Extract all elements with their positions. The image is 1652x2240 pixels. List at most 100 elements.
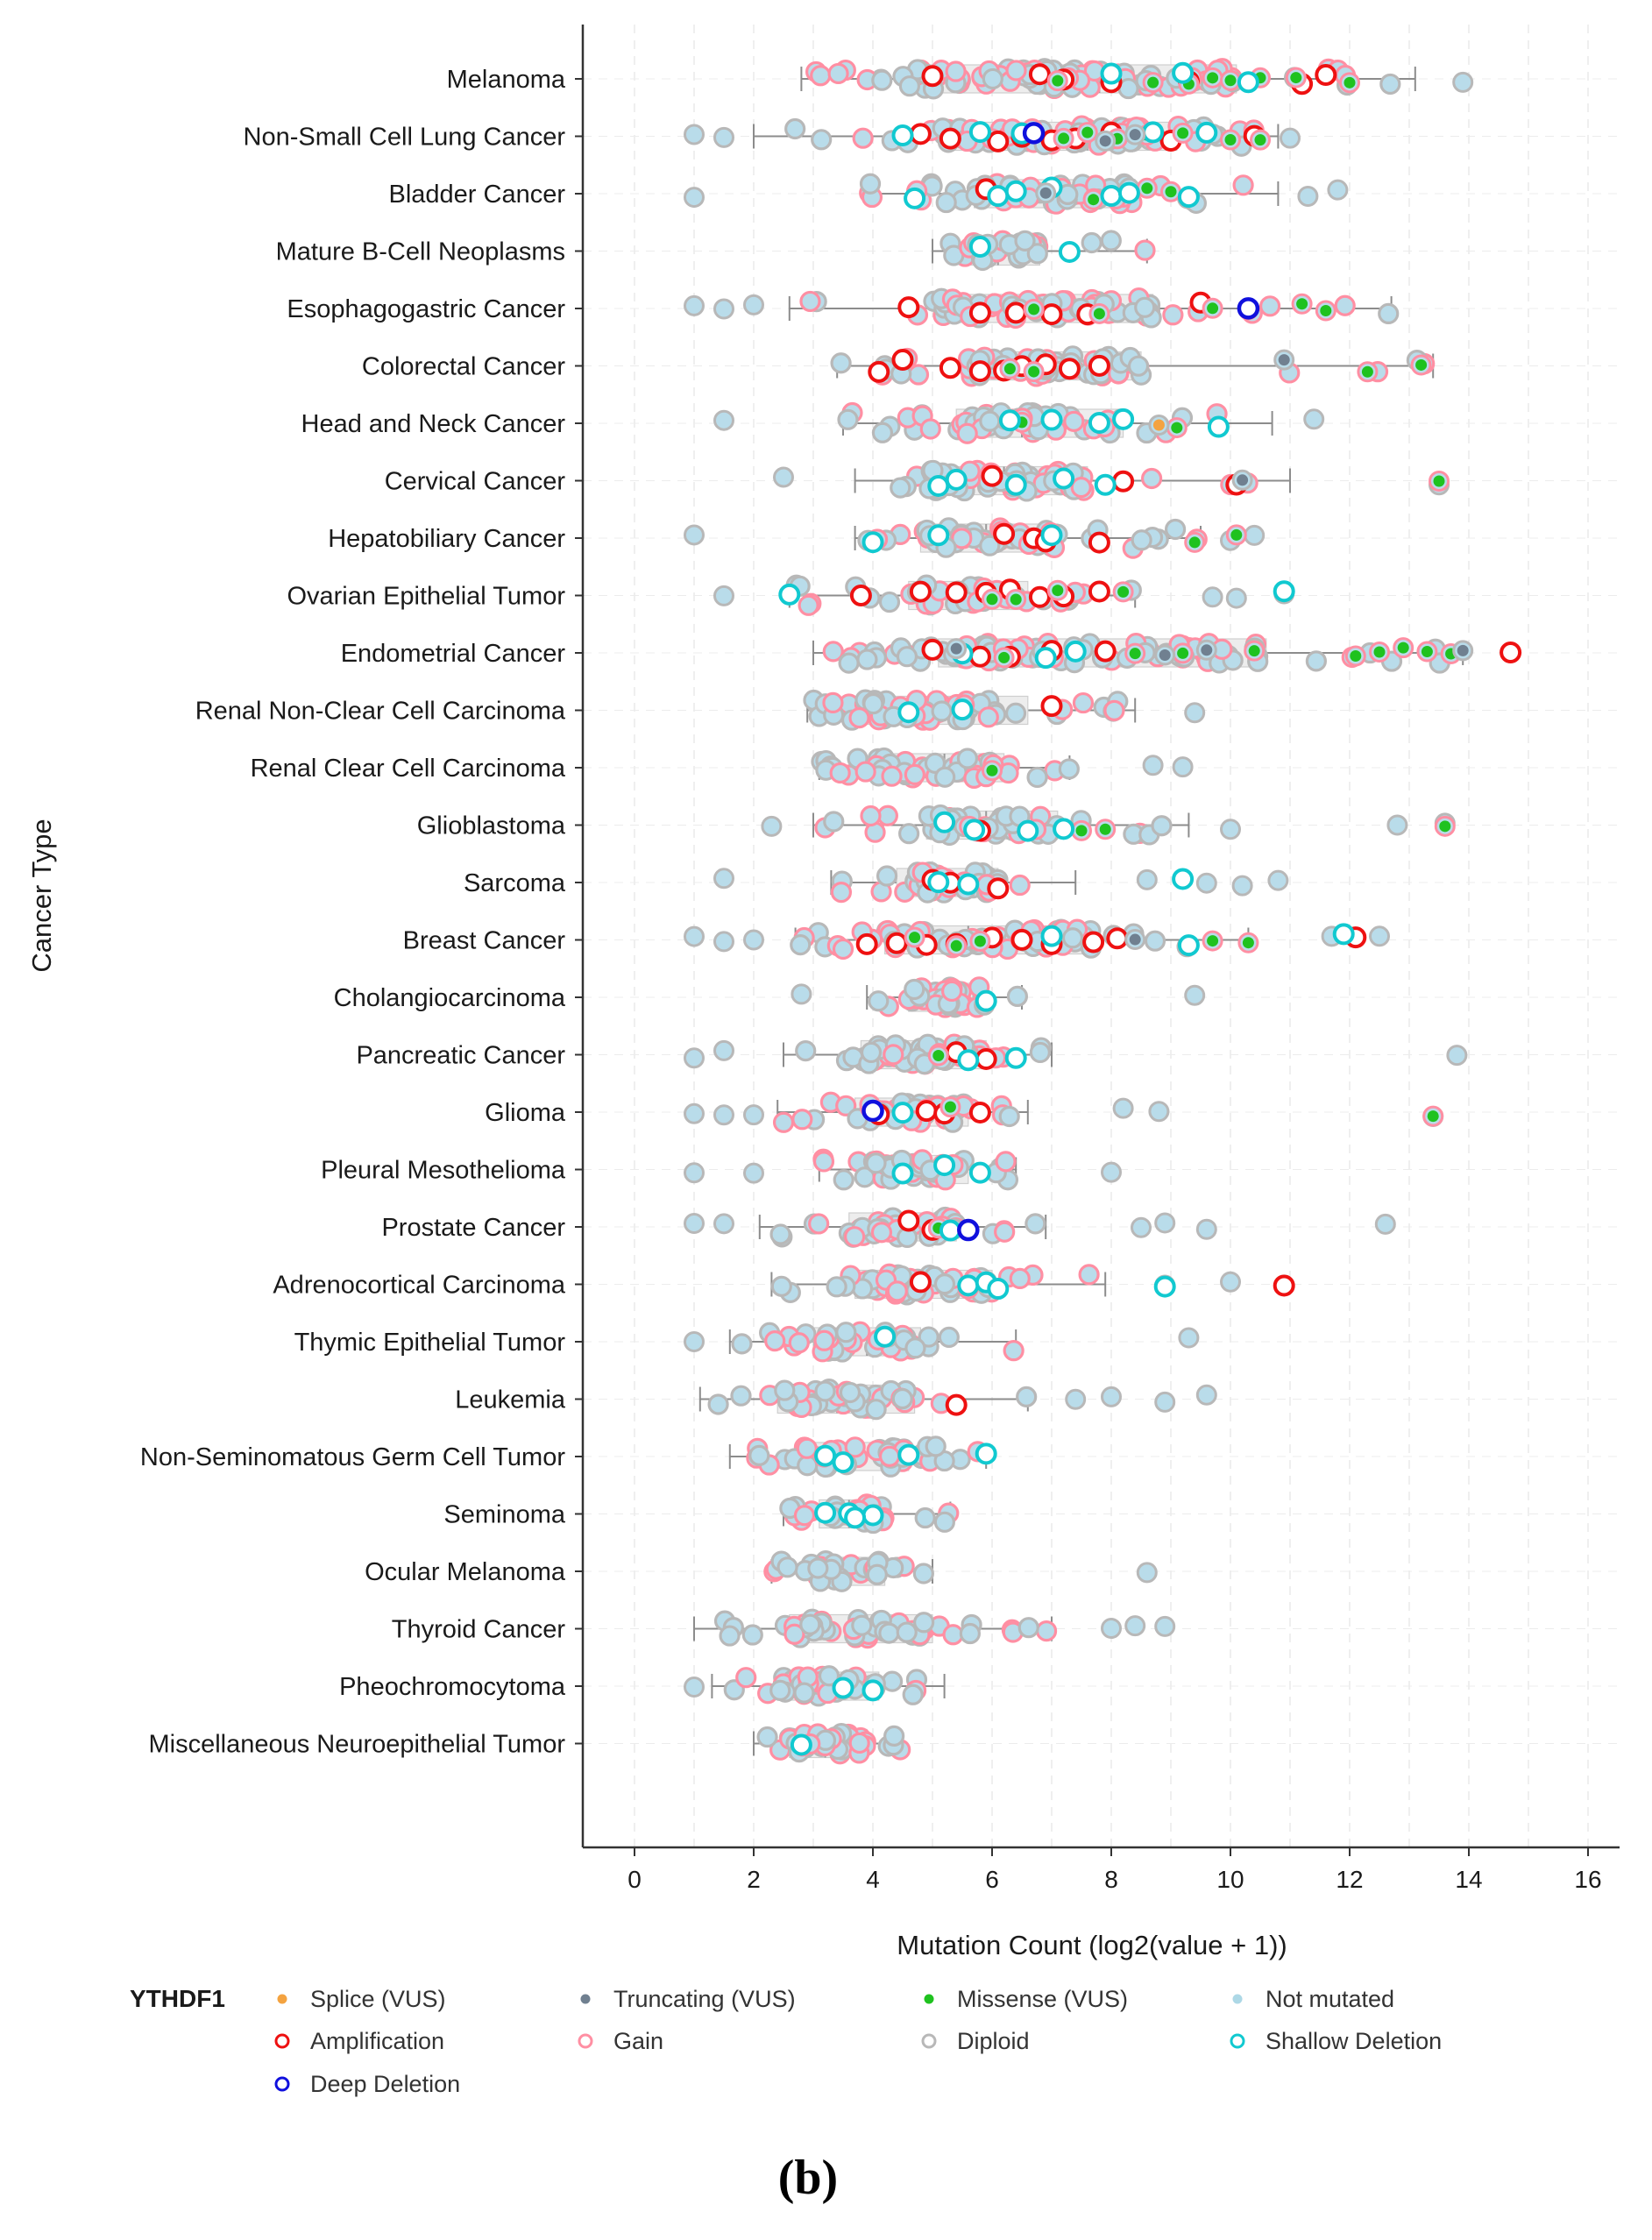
point-shallow-deletion bbox=[957, 873, 980, 896]
point-outlier bbox=[1154, 1212, 1176, 1234]
point-amplification bbox=[849, 585, 872, 607]
point-gain bbox=[995, 1151, 1017, 1173]
legend-swatch-ring bbox=[921, 2033, 937, 2049]
point-gain bbox=[860, 805, 882, 827]
point-outlier bbox=[1374, 1213, 1396, 1235]
point-missense-dot bbox=[909, 932, 921, 944]
point-diploid bbox=[774, 1379, 796, 1401]
point-diploid bbox=[859, 173, 882, 195]
point-shallow-deletion bbox=[957, 1049, 980, 1072]
point-shallow-deletion bbox=[904, 187, 926, 209]
point-missense-dot bbox=[1296, 298, 1308, 310]
point-amplification bbox=[855, 932, 878, 955]
point-missense-dot bbox=[1344, 76, 1356, 89]
point-diploid bbox=[912, 1563, 934, 1584]
point-missense-dot bbox=[986, 593, 998, 606]
point-diploid bbox=[933, 1272, 956, 1295]
category-label: Colorectal Cancer bbox=[362, 353, 565, 381]
point-amplification bbox=[1112, 470, 1135, 493]
point-shallow-deletion bbox=[1100, 185, 1123, 208]
point-outlier bbox=[1369, 925, 1390, 947]
point-missense-dot bbox=[1320, 304, 1332, 316]
point-outlier bbox=[684, 124, 705, 145]
point-amplification bbox=[987, 877, 1010, 900]
point-gain bbox=[945, 60, 967, 82]
point-shallow-deletion bbox=[939, 1219, 961, 1242]
point-diploid bbox=[826, 1276, 847, 1298]
point-truncating-dot bbox=[1201, 644, 1213, 656]
point-diploid bbox=[851, 1614, 873, 1636]
point-gain bbox=[878, 1445, 901, 1467]
point-shallow-deletion bbox=[1195, 121, 1218, 144]
point-diploid bbox=[1379, 73, 1401, 96]
point-truncating-dot bbox=[1129, 933, 1141, 946]
point-missense-dot bbox=[1081, 126, 1094, 138]
point-amplification bbox=[1004, 301, 1027, 324]
point-missense-dot bbox=[1373, 646, 1386, 658]
point-missense-dot bbox=[1171, 422, 1183, 434]
point-shallow-deletion bbox=[1100, 62, 1123, 85]
point-missense-dot bbox=[1028, 365, 1040, 378]
point-shallow-deletion bbox=[1332, 923, 1355, 946]
point-shallow-deletion bbox=[945, 468, 968, 491]
point-diploid bbox=[856, 649, 878, 670]
point-gain bbox=[830, 881, 853, 904]
point-gain bbox=[835, 1095, 857, 1116]
point-amplification bbox=[1094, 640, 1117, 663]
point-shallow-deletion bbox=[1064, 640, 1087, 663]
point-amplification bbox=[1028, 63, 1051, 86]
point-diploid bbox=[998, 1105, 1020, 1128]
point-truncating-dot bbox=[1278, 354, 1290, 366]
point-diploid bbox=[866, 1563, 888, 1585]
point-diploid bbox=[876, 865, 898, 887]
point-shallow-deletion bbox=[1172, 868, 1195, 890]
category-label: Breast Cancer bbox=[403, 927, 566, 955]
point-shallow-deletion bbox=[874, 1325, 897, 1348]
point-outlier bbox=[684, 1676, 705, 1698]
point-missense-dot bbox=[1230, 528, 1243, 541]
point-outlier bbox=[1220, 1271, 1241, 1293]
point-shallow-deletion bbox=[975, 1443, 997, 1465]
point-shallow-deletion bbox=[1017, 819, 1039, 842]
point-diploid bbox=[1100, 230, 1122, 252]
point-diploid bbox=[776, 1556, 798, 1578]
point-diploid bbox=[769, 1223, 791, 1245]
point-diploid bbox=[795, 1040, 817, 1062]
point-diploid bbox=[934, 766, 956, 788]
point-missense-dot bbox=[1361, 365, 1373, 378]
point-amplification bbox=[987, 130, 1010, 152]
category-label: Ocular Melanoma bbox=[365, 1558, 566, 1586]
point-missense-dot bbox=[1028, 303, 1040, 315]
point-shallow-deletion bbox=[1053, 467, 1075, 490]
point-missense-dot bbox=[1147, 76, 1159, 89]
point-shallow-deletion bbox=[778, 583, 801, 606]
category-label: Pheochromocytoma bbox=[339, 1673, 566, 1701]
point-missense-dot bbox=[1427, 1110, 1439, 1123]
legend-swatch-ring bbox=[1230, 2033, 1245, 2049]
point-diploid bbox=[881, 1670, 904, 1692]
point-missense-dot bbox=[998, 651, 1010, 663]
point-shallow-deletion bbox=[1273, 580, 1295, 603]
point-diploid bbox=[938, 1326, 960, 1348]
point-amplification bbox=[909, 580, 932, 603]
point-shallow-deletion bbox=[861, 1504, 884, 1527]
point-amplification bbox=[921, 638, 944, 661]
point-diploid bbox=[1026, 766, 1048, 789]
point-diploid bbox=[1378, 302, 1400, 325]
point-gain bbox=[1078, 1264, 1100, 1286]
category-label: Non-Seminomatous Germ Cell Tumor bbox=[140, 1443, 565, 1471]
point-diploid bbox=[793, 1682, 815, 1704]
point-shallow-deletion bbox=[1172, 61, 1195, 84]
point-deep-deletion bbox=[1022, 122, 1046, 145]
point-missense-dot bbox=[1188, 536, 1201, 549]
point-outlier bbox=[1225, 587, 1247, 609]
point-shallow-deletion bbox=[832, 1676, 854, 1699]
point-diploid bbox=[1144, 930, 1166, 952]
point-outlier bbox=[684, 925, 705, 947]
point-shallow-deletion bbox=[927, 474, 950, 497]
point-truncating-dot bbox=[1237, 474, 1249, 486]
x-axis-title: Mutation Count (log2(value + 1)) bbox=[897, 1930, 1287, 1960]
point-outlier bbox=[1148, 1101, 1170, 1123]
point-gain bbox=[1003, 1340, 1025, 1362]
legend-swatch-dot bbox=[580, 1994, 591, 2004]
